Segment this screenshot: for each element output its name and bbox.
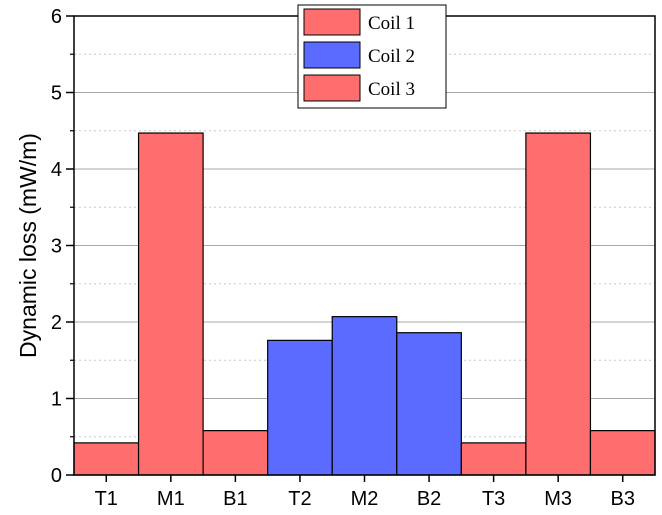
bar-m1 [137,132,204,476]
legend-swatch [303,74,361,102]
legend-swatch [303,8,361,36]
legend-label: Coil 3 [368,79,415,100]
bar-t1 [73,442,140,476]
bar-t2 [267,339,333,476]
legend-swatch [303,41,361,69]
x-ticks: T1 M1 B1 T2 M2 B2 T3 M3 B3 [95,475,635,510]
x-tick-label: B1 [223,488,247,510]
bar-b2 [396,332,462,476]
bar-b3 [589,430,656,476]
x-tick-label: B3 [610,488,634,510]
bar-t3 [460,442,527,476]
x-tick-label: T3 [482,488,505,510]
y-axis-label: Dynamic loss (mW/m) [15,133,41,358]
y-tick-label: 5 [51,83,62,105]
y-tick-label: 2 [51,312,62,334]
x-tick-label: B2 [417,488,441,510]
y-tick-label: 1 [51,389,62,411]
y-tick-label: 3 [51,236,62,258]
bars [73,132,656,476]
y-tick-label: 6 [51,6,62,28]
x-tick-label: M1 [157,488,185,510]
x-tick-label: T1 [95,488,118,510]
bar-m3 [525,132,592,476]
x-tick-label: M3 [544,488,572,510]
legend-label: Coil 1 [368,13,415,34]
y-tick-label: 4 [51,159,62,181]
x-tick-label: M2 [351,488,379,510]
y-ticks: 0 1 2 3 4 5 6 [51,6,74,487]
bar-b1 [202,430,269,476]
legend: Coil 1 Coil 2 Coil 3 [297,4,447,109]
legend-label: Coil 2 [368,46,415,67]
x-tick-label: T2 [288,488,311,510]
bar-m2 [331,316,398,476]
y-tick-label: 0 [51,465,62,487]
